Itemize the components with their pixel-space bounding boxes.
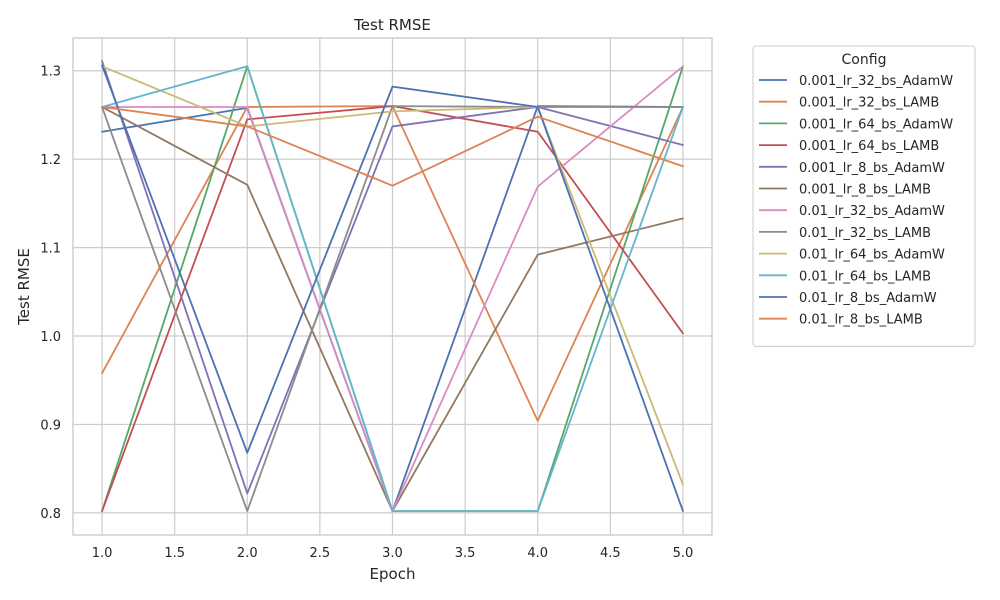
series-line-0.01_lr_64_bs_AdamW — [101, 65, 684, 486]
legend-label: 0.01_lr_32_bs_LAMB — [799, 226, 931, 241]
x-tick-label: 2.0 — [237, 546, 258, 561]
y-tick-label: 1.3 — [40, 65, 61, 80]
legend-label: 0.01_lr_64_bs_AdamW — [799, 248, 945, 263]
legend-label: 0.001_lr_8_bs_LAMB — [799, 183, 931, 198]
legend-label: 0.01_lr_8_bs_AdamW — [799, 291, 937, 306]
x-tick-label: 1.5 — [164, 546, 185, 561]
legend-label: 0.01_lr_64_bs_LAMB — [799, 269, 931, 284]
x-tick-label: 2.5 — [310, 546, 331, 561]
x-tick-label: 3.0 — [382, 546, 403, 561]
y-tick-label: 1.0 — [40, 330, 61, 345]
y-tick-label: 0.9 — [40, 418, 61, 433]
series-lines — [101, 60, 684, 513]
chart-title: Test RMSE — [353, 16, 431, 34]
y-tick-label: 1.2 — [40, 153, 61, 168]
x-tick-label: 4.0 — [527, 546, 548, 561]
tick-labels: 1.0 1.5 2.0 2.5 3.0 3.5 4.0 4.5 5.0 0.8 0.9 1.0 1.1 1… — [40, 65, 693, 561]
x-axis-label: Epoch — [370, 565, 416, 583]
legend-label: 0.001_lr_32_bs_AdamW — [799, 74, 953, 89]
legend-label: 0.01_lr_8_bs_LAMB — [799, 313, 923, 328]
plot-frame — [72, 37, 713, 536]
legend-label: 0.01_lr_32_bs_AdamW — [799, 204, 945, 219]
legend: Config 0.001_lr_32_bs_AdamW0.001_lr_32_b… — [752, 45, 976, 347]
series-line-0.01_lr_64_bs_LAMB — [101, 65, 684, 513]
legend-items: 0.001_lr_32_bs_AdamW 0.001_lr_32_bs_LAMB 0… — [759, 74, 953, 328]
y-tick-label: 1.1 — [40, 242, 61, 257]
plot-border — [72, 37, 713, 536]
legend-label: 0.001_lr_32_bs_LAMB — [799, 96, 939, 111]
y-tick-label: 0.8 — [40, 507, 61, 522]
x-tick-label: 1.0 — [92, 546, 113, 561]
x-tick-label: 3.5 — [455, 546, 476, 561]
y-axis-label: Test RMSE — [15, 248, 33, 326]
legend-box — [752, 45, 976, 347]
series-line-0.01_lr_8_bs_AdamW — [101, 64, 684, 513]
legend-label: 0.001_lr_64_bs_AdamW — [799, 117, 953, 132]
x-tick-label: 4.5 — [600, 546, 621, 561]
legend-label: 0.001_lr_8_bs_AdamW — [799, 161, 945, 176]
legend-title: Config — [842, 52, 887, 68]
x-tick-label: 5.0 — [673, 546, 694, 561]
series-line-0.01_lr_8_bs_LAMB — [101, 106, 684, 187]
series-line-0.001_lr_8_bs_AdamW — [101, 60, 684, 495]
legend-label: 0.001_lr_64_bs_LAMB — [799, 139, 939, 154]
series-line-0.01_lr_32_bs_LAMB — [101, 105, 684, 513]
